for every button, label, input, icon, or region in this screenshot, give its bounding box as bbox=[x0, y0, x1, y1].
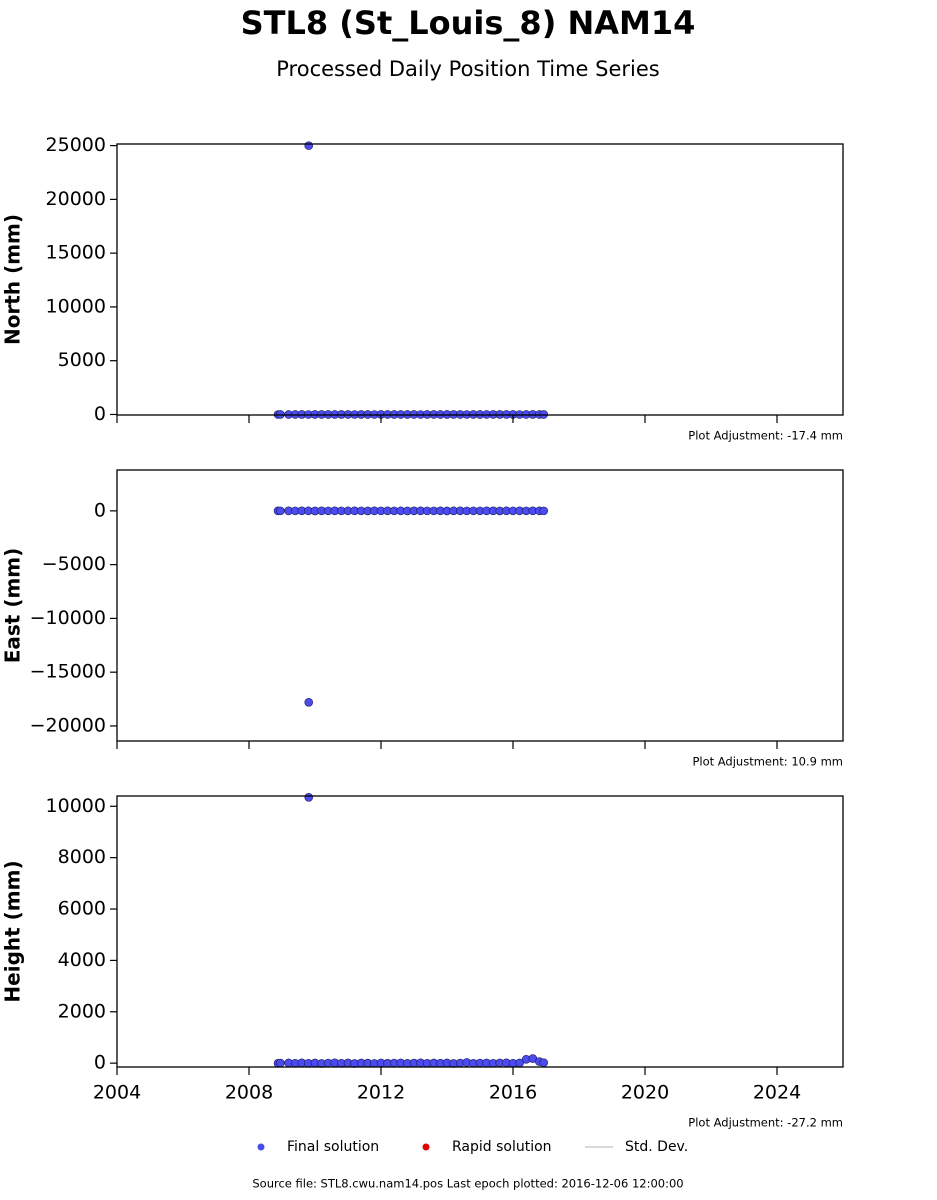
y-axis-label: Height (mm) bbox=[1, 860, 25, 1002]
point bbox=[304, 792, 314, 802]
y-axis-label: North (mm) bbox=[1, 214, 25, 345]
plot-adjustment: Plot Adjustment: 10.9 mm bbox=[692, 755, 843, 769]
y-tick-label: 5000 bbox=[58, 349, 106, 371]
x-tick-label: 2020 bbox=[621, 1082, 669, 1104]
y-tick-label: 10000 bbox=[46, 795, 106, 817]
plot-adjustment: Plot Adjustment: -27.2 mm bbox=[688, 1116, 843, 1130]
y-tick-label: 0 bbox=[94, 403, 106, 425]
y-tick-label: 0 bbox=[94, 499, 106, 521]
axes-frame bbox=[116, 469, 844, 742]
axes-frame bbox=[116, 795, 844, 1068]
plot-area bbox=[273, 506, 548, 707]
y-tick-label: −5000 bbox=[42, 553, 106, 575]
plot-area bbox=[273, 141, 548, 419]
axes-frame bbox=[116, 143, 844, 416]
point bbox=[304, 141, 314, 150]
y-tick-label: 2000 bbox=[58, 1000, 106, 1022]
y-tick-label: −15000 bbox=[30, 661, 106, 683]
y-axis-label: East (mm) bbox=[1, 548, 25, 664]
legend-label: Rapid solution bbox=[452, 1139, 552, 1155]
y-tick-label: 15000 bbox=[46, 242, 106, 264]
y-tick-label: −10000 bbox=[30, 607, 106, 629]
y-tick-label: 8000 bbox=[58, 846, 106, 868]
point bbox=[539, 506, 548, 516]
x-tick-label: 2024 bbox=[753, 1082, 801, 1104]
point bbox=[276, 506, 285, 516]
x-tick-label: 2016 bbox=[489, 1082, 537, 1104]
legend-label: Std. Dev. bbox=[625, 1139, 688, 1155]
y-tick-label: 10000 bbox=[46, 295, 106, 317]
y-tick-label: 4000 bbox=[58, 949, 106, 971]
x-tick-label: 2012 bbox=[357, 1082, 405, 1104]
footer: Source file: STL8.cwu.nam14.pos Last epo… bbox=[252, 1177, 683, 1191]
point bbox=[304, 697, 314, 707]
subtitle: Processed Daily Position Time Series bbox=[276, 57, 660, 81]
point bbox=[539, 1058, 548, 1067]
title: STL8 (St_Louis_8) NAM14 bbox=[241, 4, 696, 42]
legend-label: Final solution bbox=[287, 1139, 379, 1155]
x-tick-label: 2008 bbox=[225, 1082, 273, 1104]
y-tick-label: 25000 bbox=[46, 134, 106, 156]
plot-adjustment: Plot Adjustment: -17.4 mm bbox=[688, 429, 843, 443]
legend-swatch bbox=[257, 1143, 265, 1151]
y-tick-label: 6000 bbox=[58, 898, 106, 920]
y-tick-label: −20000 bbox=[30, 714, 106, 736]
x-tick-label: 2004 bbox=[93, 1082, 141, 1104]
y-tick-label: 0 bbox=[94, 1052, 106, 1074]
y-tick-label: 20000 bbox=[46, 188, 106, 210]
point bbox=[276, 1058, 285, 1068]
plot-area bbox=[273, 792, 548, 1068]
legend-swatch bbox=[422, 1143, 430, 1151]
